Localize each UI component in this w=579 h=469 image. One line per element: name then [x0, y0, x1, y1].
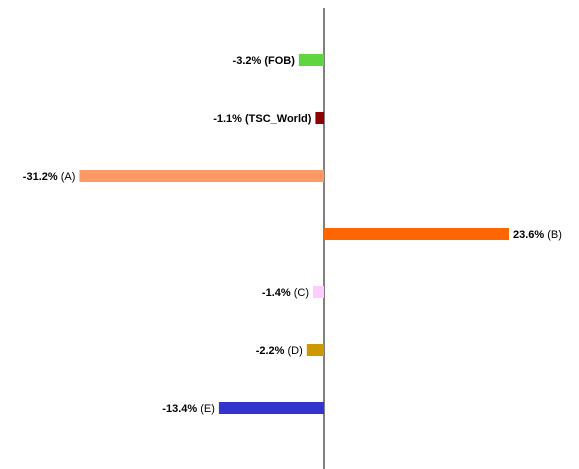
category-label: (A) — [61, 171, 76, 183]
category-label: (E) — [200, 403, 215, 415]
bar-label-0: -3.2% (FOB) — [233, 55, 296, 67]
bar-label-3: 23.6% (B) — [513, 229, 562, 241]
bar-label-6: -13.4% (E) — [162, 403, 215, 415]
category-label: (D) — [288, 345, 303, 357]
bar-4 — [313, 286, 324, 298]
value-label: -2.2% — [256, 345, 288, 357]
bar-1 — [315, 112, 324, 124]
labels-group: -3.2% (FOB) -1.1% (TSC_World) -31.2% (A) 23… — [23, 55, 562, 415]
value-label: -1.1% — [213, 113, 245, 125]
bar-label-2: -31.2% (A) — [23, 171, 76, 183]
bar-label-5: -2.2% (D) — [256, 345, 303, 357]
value-label: -1.4% — [262, 287, 294, 299]
bar-5 — [306, 344, 324, 356]
bars-group — [79, 54, 509, 414]
bar-0 — [298, 54, 324, 66]
category-label: (FOB) — [264, 55, 295, 67]
category-label: (TSC_World) — [245, 113, 312, 125]
value-label: -31.2% — [23, 171, 61, 183]
category-label: (B) — [547, 229, 562, 241]
category-label: (C) — [294, 287, 309, 299]
value-label: -13.4% — [162, 403, 200, 415]
value-label: 23.6% — [513, 229, 547, 241]
bar-label-1: -1.1% (TSC_World) — [213, 113, 312, 125]
bar-2 — [79, 170, 325, 182]
bar-6 — [218, 402, 324, 414]
bar-label-4: -1.4% (C) — [262, 287, 309, 299]
bar-3 — [324, 228, 509, 240]
value-label: -3.2% — [233, 55, 265, 67]
